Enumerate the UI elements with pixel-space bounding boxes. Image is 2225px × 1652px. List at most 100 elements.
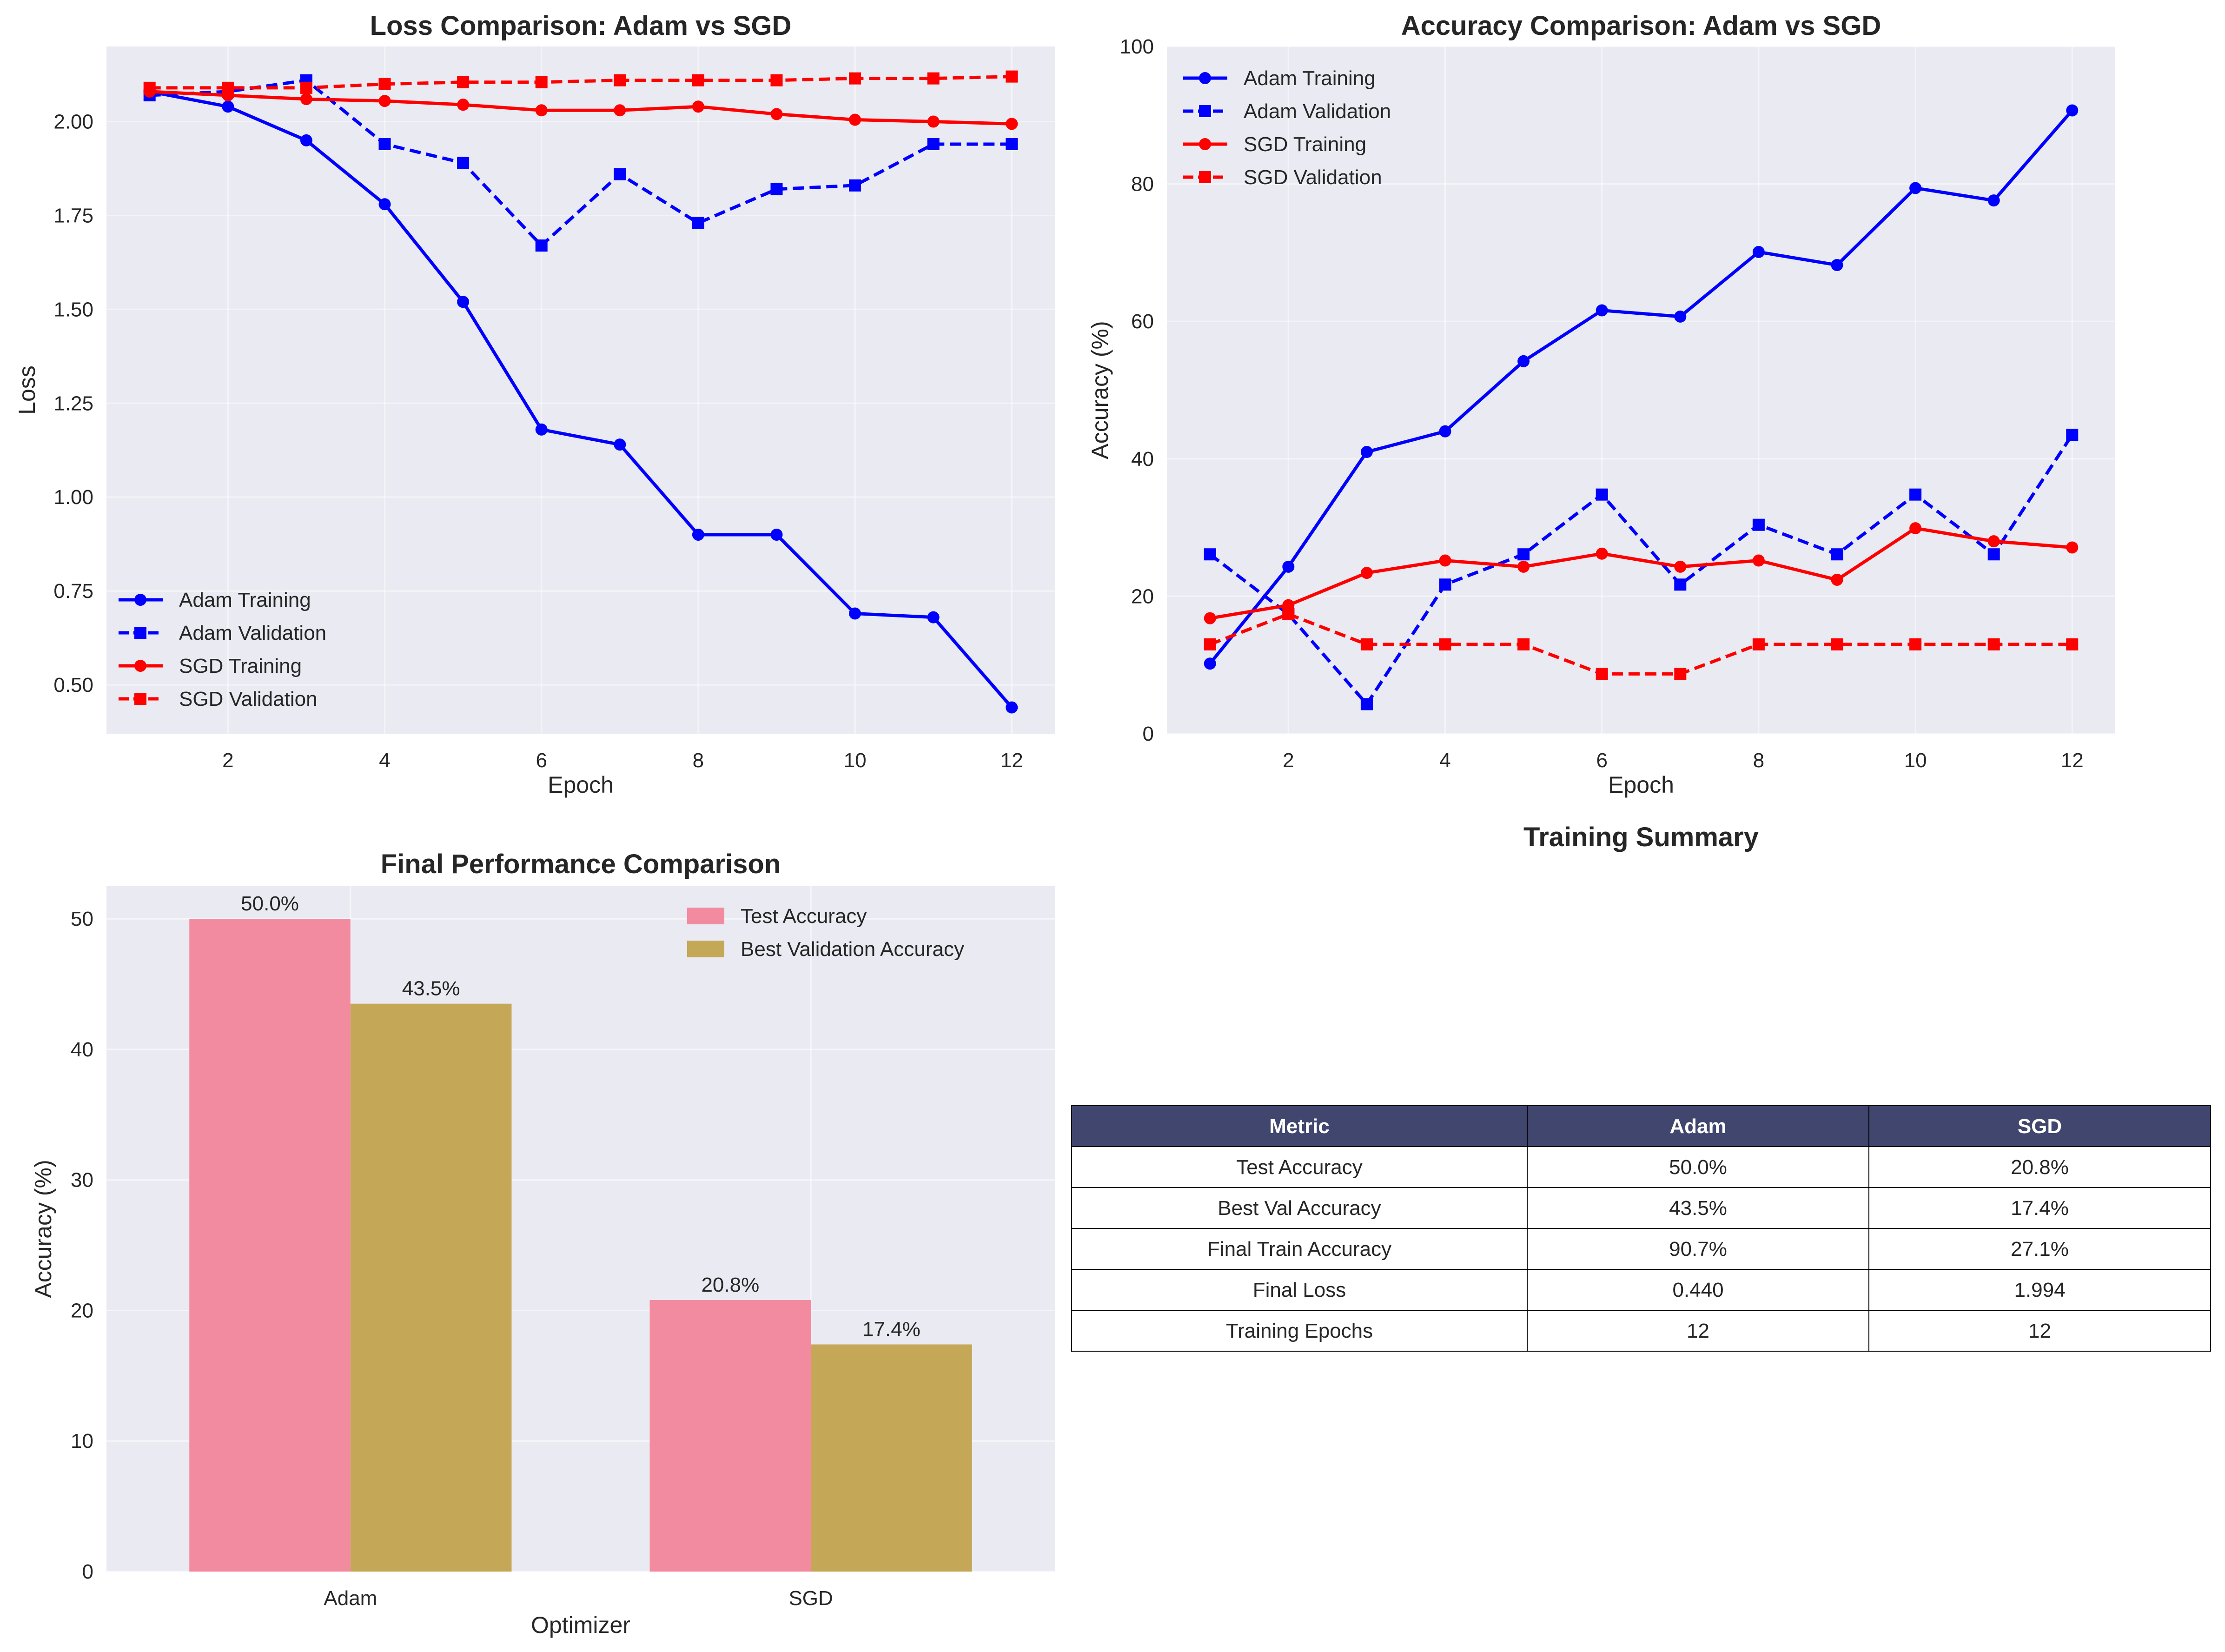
accuracy-chart: 2 4 6 8 10 12 0 20 40 60 80 100 Accuracy Compariso…: [1087, 11, 2115, 798]
data-point: [535, 239, 548, 252]
series-line: [149, 79, 1012, 247]
x-tick-label: 12: [2061, 749, 2084, 772]
data-point: [1282, 608, 1295, 620]
legend-label: Adam Validation: [1244, 100, 1391, 123]
y-tick-label: 2.00: [53, 111, 93, 133]
legend: Adam Training Adam Validation SGD Training…: [1183, 67, 1391, 189]
legend-label: SGD Validation: [179, 688, 318, 710]
y-tick-label: 100: [1120, 35, 1154, 58]
data-point: [614, 438, 626, 451]
bar: [649, 1300, 811, 1572]
data-point: [1517, 355, 1530, 367]
data-point: [1909, 522, 1922, 535]
legend-label: SGD Training: [1244, 133, 1366, 156]
data-point: [1006, 118, 1018, 130]
y-axis-label: Accuracy (%): [1087, 321, 1113, 459]
table-cell: [1071, 1228, 1528, 1270]
data-point: [1674, 310, 1687, 323]
table-cell-value: 1.994: [2014, 1279, 2065, 1301]
data-point: [692, 217, 704, 229]
data-point: [849, 607, 861, 620]
data-point: [1752, 638, 1765, 650]
legend-swatch: [687, 941, 724, 957]
series-line: [149, 90, 1012, 126]
data-point: [1909, 182, 1922, 194]
legend-marker: [1199, 138, 1211, 150]
table-cell-value: 0.440: [1672, 1279, 1723, 1301]
x-tick-label: 8: [1753, 749, 1764, 772]
data-point: [1596, 547, 1608, 560]
chart-title: Accuracy Comparison: Adam vs SGD: [1401, 11, 1881, 41]
data-point: [1204, 548, 1216, 561]
legend-marker: [134, 594, 146, 606]
bar-value-label: 43.5%: [402, 977, 460, 1000]
data-point: [614, 104, 626, 117]
data-point: [1204, 638, 1216, 650]
y-tick-label: 0: [82, 1560, 93, 1583]
x-axis-label: Epoch: [1608, 772, 1674, 798]
bar-value-label: 20.8%: [701, 1274, 759, 1296]
legend: Test Accuracy Best Validation Accuracy: [687, 905, 964, 961]
x-tick-label: 4: [1439, 749, 1450, 772]
data-point: [1596, 304, 1608, 317]
data-point: [1909, 488, 1922, 501]
table-cell-value: 12: [1687, 1320, 1709, 1342]
table-cell-value: 50.0%: [1669, 1156, 1727, 1179]
data-point: [770, 108, 783, 120]
x-tick-label: 10: [1904, 749, 1927, 772]
table-cell: [1868, 1228, 2211, 1270]
training-summary: Training Summary Metric Adam SGD Test Accur…: [1071, 822, 2211, 1352]
data-point: [1831, 638, 1843, 650]
data-point: [692, 74, 704, 86]
data-point: [1517, 560, 1530, 573]
table-cell: [1071, 1269, 1528, 1311]
plot-area: [1167, 46, 2115, 734]
data-point: [927, 115, 940, 128]
bar: [189, 919, 351, 1572]
table-cell-value: 90.7%: [1669, 1238, 1727, 1261]
data-point: [535, 76, 548, 88]
legend-marker: [134, 660, 146, 672]
y-tick-label: 1.25: [53, 392, 93, 415]
legend-label: Test Accuracy: [741, 905, 867, 928]
y-tick-label: 60: [1131, 310, 1154, 333]
data-point: [457, 157, 470, 169]
data-point: [2066, 541, 2079, 554]
data-point: [1752, 518, 1765, 531]
table-cell: [1868, 1310, 2211, 1352]
table-cell-value: 17.4%: [2011, 1197, 2069, 1220]
data-point: [378, 198, 391, 211]
legend-label: SGD Training: [179, 655, 302, 677]
data-point: [770, 528, 783, 541]
table-cell: [1527, 1187, 1869, 1229]
bar: [811, 1344, 972, 1572]
table-header-label: SGD: [2018, 1115, 2062, 1138]
data-point: [770, 183, 783, 195]
data-point: [143, 81, 156, 94]
table-cell: [1527, 1310, 1869, 1352]
y-tick-label: 40: [1131, 448, 1154, 471]
loss-chart: 2 4 6 8 10 12 0.50 0.75 1.00 1.25 1.50 1.75 2.00 Lo…: [14, 11, 1055, 798]
series-line: [1209, 434, 2074, 706]
data-point: [1204, 612, 1216, 624]
x-tick-label: 10: [844, 749, 867, 772]
data-point: [378, 95, 391, 107]
y-axis-label: Accuracy (%): [30, 1160, 56, 1298]
data-point: [222, 81, 234, 94]
series-line: [149, 90, 1013, 709]
data-point: [1439, 638, 1451, 650]
data-point: [300, 81, 312, 94]
data-point: [378, 138, 391, 150]
data-point: [1596, 668, 1608, 680]
final-performance-chart: 50.0% 20.8% 43.5% 17.4% Adam SGD 0 10 20 30 40 50…: [30, 849, 1055, 1638]
y-tick-label: 20: [71, 1299, 93, 1322]
chart-title: Final Performance Comparison: [381, 849, 781, 879]
data-point: [614, 74, 626, 86]
y-tick-label: 80: [1131, 173, 1154, 196]
data-point: [927, 72, 940, 85]
x-tick-label: 2: [222, 749, 233, 772]
legend-marker: [1199, 72, 1211, 84]
x-tick-label: 12: [1000, 749, 1023, 772]
legend-label: Best Validation Accuracy: [741, 938, 964, 961]
x-tick-label: 2: [1283, 749, 1294, 772]
